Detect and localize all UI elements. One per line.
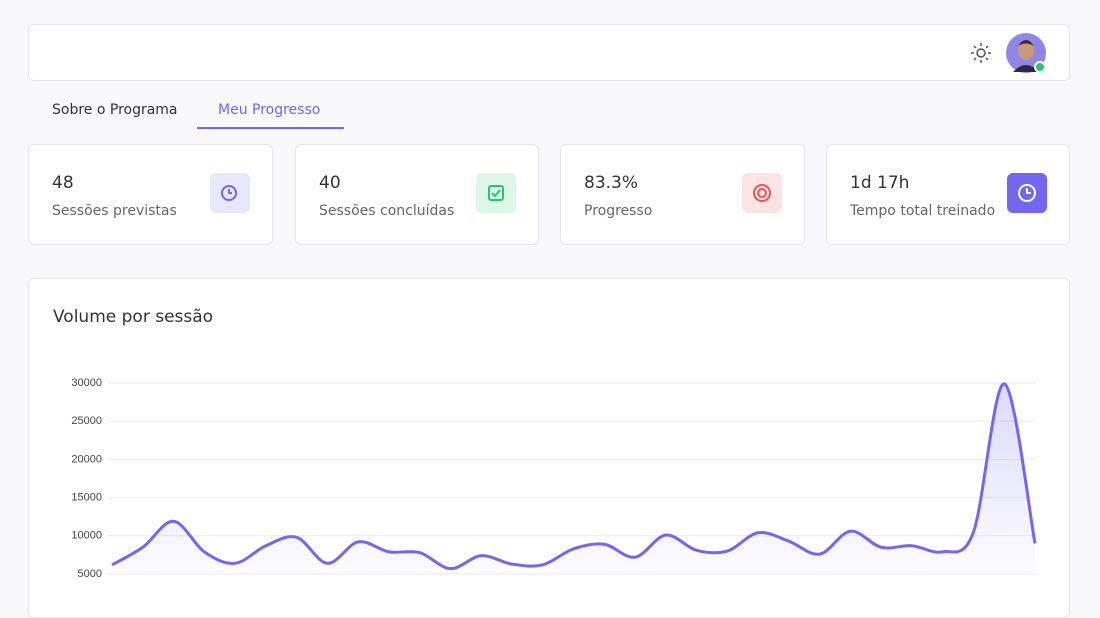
stat-label: Tempo total treinado	[850, 203, 996, 219]
stat-label: Sessões concluídas	[319, 203, 455, 219]
tab-active[interactable]: Meu Progresso	[218, 102, 321, 118]
y-tick-label: 5000	[78, 568, 102, 580]
stat-card: 48 Sessões previstas	[28, 144, 273, 245]
stat-label: Progresso	[584, 203, 653, 219]
tab-underline	[197, 127, 344, 129]
theme-toggle[interactable]	[969, 41, 993, 65]
top-bar	[28, 24, 1070, 81]
stat-card: 1d 17h Tempo total treinado	[826, 144, 1070, 245]
chart-title: Volume por sessão	[53, 307, 214, 327]
stat-icon	[476, 173, 516, 213]
y-tick-label: 15000	[71, 492, 102, 504]
stat-value: 83.3%	[584, 173, 639, 193]
stat-label: Sessões previstas	[52, 203, 177, 219]
line	[111, 382, 1037, 571]
y-tick-label: 30000	[71, 377, 102, 389]
chart: 5000 10000 15000 20000 25000 30000	[71, 377, 1037, 580]
tab[interactable]: Sobre o Programa	[52, 102, 178, 118]
y-tick-label: 25000	[71, 415, 102, 427]
stat-icon	[742, 173, 782, 213]
stat-value: 48	[52, 173, 74, 193]
stat-value: 1d 17h	[850, 173, 910, 193]
page: Sobre o Programa Meu Progresso 48 Sessõe…	[28, 24, 1070, 618]
stat-card: 83.3% Progresso	[560, 144, 805, 245]
stat-icon	[1007, 173, 1047, 213]
stat-value: 40	[319, 173, 341, 193]
area	[112, 383, 1035, 574]
y-tick-label: 20000	[71, 453, 102, 465]
avatar[interactable]	[1005, 32, 1049, 76]
stat-card: 40 Sessões concluídas	[295, 144, 539, 245]
y-tick-label: 10000	[71, 530, 102, 542]
stat-icon	[210, 173, 250, 213]
